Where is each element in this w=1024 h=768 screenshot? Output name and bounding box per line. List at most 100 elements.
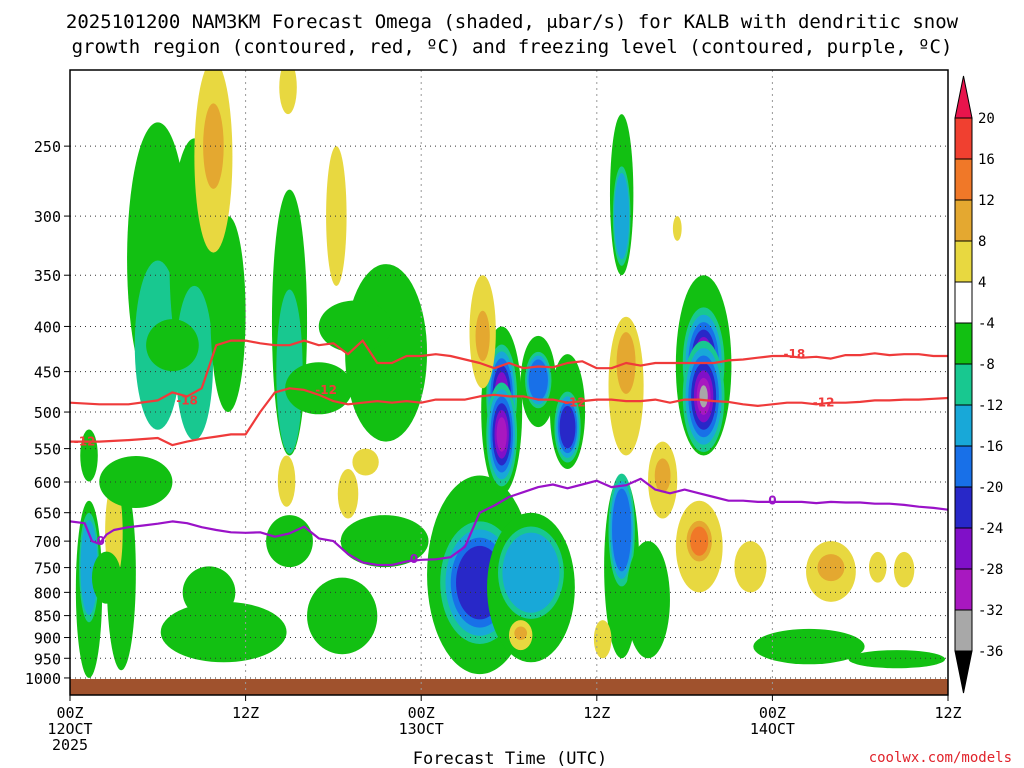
omega-core-u12-0-1 bbox=[654, 458, 671, 493]
colorbar-bottom-arrow bbox=[954, 650, 973, 694]
omega-patch-0 bbox=[91, 551, 122, 604]
omega-cell-u6 bbox=[337, 468, 359, 519]
colorbar: 20 16 12 8 4 -4 -8 -12 -16 -20 -24 -28 -32 -36 bbox=[954, 75, 1003, 694]
omega-cell-u17 bbox=[893, 551, 915, 588]
omega-cell-w9 bbox=[307, 577, 378, 655]
omega-cell-w20 bbox=[848, 650, 946, 669]
colorbar-label-8: -16 bbox=[978, 439, 1003, 455]
colorbar-box-3 bbox=[954, 240, 973, 283]
y-axis-ticks: 250 300 350 400 450 500 550 600 650 700 750 800 850 9… bbox=[25, 138, 70, 688]
y-tick-label-350: 350 bbox=[34, 267, 61, 285]
colorbar-box-4 bbox=[954, 281, 973, 324]
omega-cell-u18 bbox=[672, 216, 682, 241]
contour-freezing-level bbox=[70, 477, 948, 567]
colorbar-label-4: 4 bbox=[978, 275, 986, 291]
y-tick-label-450: 450 bbox=[34, 364, 61, 382]
omega-patch-8 bbox=[340, 515, 429, 568]
omega-core-w6-0-0 bbox=[276, 289, 303, 454]
y-tick-label-300: 300 bbox=[34, 208, 61, 226]
x-tick-label-0-1: 00Z bbox=[56, 704, 83, 722]
omega-core-w12-1-5 bbox=[496, 417, 507, 452]
x-axis-label: Forecast Time (UTC) bbox=[413, 749, 607, 768]
omega-cell-u4 bbox=[277, 455, 296, 507]
contour-label-dgz-bottom-12C-2: -12 bbox=[564, 396, 586, 410]
omega-cell-w7 bbox=[345, 264, 428, 442]
chart-title-line-1: 2025101200 NAM3KM Forecast Omega (shaded… bbox=[66, 11, 959, 33]
omega-core-u8-0-1 bbox=[475, 310, 490, 362]
contour-dgz-top-18C bbox=[70, 339, 948, 406]
y-tick-label-250: 250 bbox=[34, 138, 61, 156]
omega-cell-w19 bbox=[753, 628, 865, 665]
colorbar-label-3: 8 bbox=[978, 234, 986, 250]
x-tick-label-0-3: 2025 bbox=[52, 736, 88, 754]
colorbar-label-11: -28 bbox=[978, 562, 1003, 578]
colorbar-label-5: -4 bbox=[978, 316, 995, 332]
contour-label-dgz-bottom-12C-0: -12 bbox=[74, 435, 96, 449]
ground-terrain bbox=[70, 679, 948, 695]
omega-core-w11-0-1 bbox=[502, 532, 560, 613]
omega-cell-u10 bbox=[593, 620, 612, 659]
omega-core-u13-0-2 bbox=[690, 526, 709, 556]
y-tick-label-400: 400 bbox=[34, 318, 61, 336]
temperature-contours: 0 0 0 -18 -18 -12 -12 -12 -12 bbox=[70, 339, 948, 567]
omega-core-w14-0-3 bbox=[559, 405, 576, 449]
x-tick-label-48-2: 14OCT bbox=[750, 720, 795, 738]
colorbar-label-2: 12 bbox=[978, 193, 995, 209]
y-tick-label-650: 650 bbox=[34, 505, 61, 523]
x-tick-label-24-1: 00Z bbox=[408, 704, 435, 722]
colorbar-label-1: 16 bbox=[978, 152, 995, 168]
contour-label-dgz-bottom-12C-1: -12 bbox=[315, 383, 337, 397]
colorbar-box-0 bbox=[954, 117, 973, 160]
contour-label-freezing-level-2: 0 bbox=[768, 494, 776, 508]
credit-link[interactable]: coolwx.com/models bbox=[869, 750, 1012, 766]
omega-core-w15-0-1 bbox=[614, 172, 630, 260]
colorbar-box-6 bbox=[954, 363, 973, 406]
colorbar-box-11 bbox=[954, 568, 973, 611]
colorbar-box-2 bbox=[954, 199, 973, 242]
omega-core-w13-0-2 bbox=[528, 359, 548, 401]
colorbar-label-9: -20 bbox=[978, 480, 1003, 496]
colorbar-label-6: -8 bbox=[978, 357, 995, 373]
omega-patch-4 bbox=[146, 319, 199, 372]
x-tick-label-48-1: 00Z bbox=[759, 704, 786, 722]
omega-core-u9-0-1 bbox=[514, 626, 528, 640]
colorbar-box-10 bbox=[954, 527, 973, 570]
omega-cell-u7 bbox=[352, 448, 379, 476]
y-tick-label-950: 950 bbox=[34, 650, 61, 668]
contour-dgz-bottom-12C bbox=[70, 387, 948, 447]
omega-patch-2 bbox=[182, 566, 236, 619]
omega-cell-w8 bbox=[160, 601, 287, 663]
omega-cell-w18 bbox=[626, 541, 670, 659]
contour-label-dgz-top-18C-1: -18 bbox=[784, 347, 806, 361]
x-tick-label-36-1: 12Z bbox=[583, 704, 610, 722]
x-tick-label-60-1: 12Z bbox=[934, 704, 961, 722]
chart-title-line-2: growth region (contoured, red, ºC) and f… bbox=[72, 36, 953, 58]
omega-core-u1-0-1 bbox=[203, 103, 224, 189]
colorbar-box-1 bbox=[954, 158, 973, 201]
contour-label-dgz-bottom-12C-3: -12 bbox=[813, 396, 835, 410]
colorbar-label-10: -24 bbox=[978, 521, 1003, 537]
contour-label-freezing-level-0: 0 bbox=[97, 534, 105, 548]
contour-label-dgz-top-18C-0: -18 bbox=[176, 393, 198, 407]
y-tick-label-800: 800 bbox=[34, 584, 61, 602]
omega-cell-u16 bbox=[868, 551, 887, 583]
omega-cell-u3 bbox=[326, 146, 347, 287]
y-tick-label-500: 500 bbox=[34, 404, 61, 422]
omega-shading bbox=[75, 70, 946, 678]
colorbar-box-5 bbox=[954, 322, 973, 365]
x-tick-label-0-2: 12OCT bbox=[47, 720, 92, 738]
plot-frame bbox=[69, 69, 949, 696]
colorbar-box-12 bbox=[954, 609, 973, 652]
colorbar-label-7: -12 bbox=[978, 398, 1003, 414]
omega-core-w16-0-2 bbox=[612, 488, 632, 572]
y-tick-label-750: 750 bbox=[34, 560, 61, 578]
colorbar-box-9 bbox=[954, 486, 973, 529]
colorbar-label-12: -32 bbox=[978, 603, 1003, 619]
omega-core-u2-0-0 bbox=[281, 70, 295, 95]
y-tick-label-700: 700 bbox=[34, 533, 61, 551]
x-tick-label-24-2: 13OCT bbox=[399, 720, 444, 738]
omega-cell-w5 bbox=[210, 216, 246, 413]
y-tick-label-550: 550 bbox=[34, 441, 61, 459]
